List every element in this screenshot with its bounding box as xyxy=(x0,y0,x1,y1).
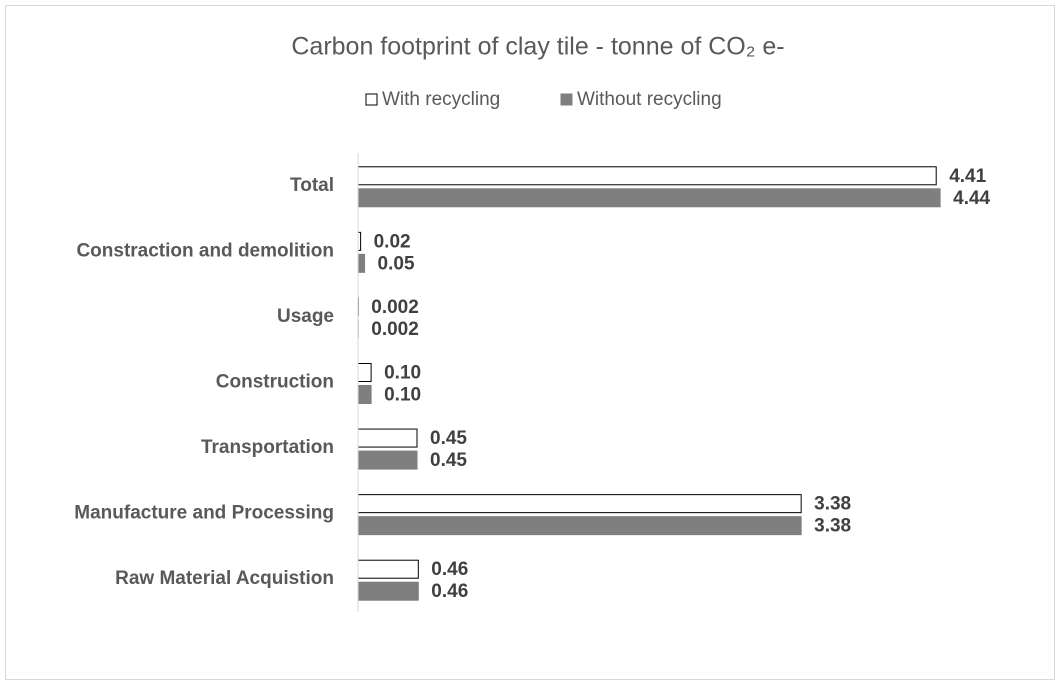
data-label: 0.45 xyxy=(430,450,467,471)
data-label: 0.002 xyxy=(371,297,419,318)
y-tick-label: Manufacture and Processing xyxy=(74,503,334,524)
bar xyxy=(358,364,371,382)
data-label: 0.46 xyxy=(431,559,468,580)
bar xyxy=(358,167,936,185)
bar xyxy=(358,386,371,404)
y-tick-label: Raw Material Acquistion xyxy=(115,568,334,589)
data-label: 0.05 xyxy=(378,253,415,274)
chart-title: Carbon footprint of clay tile - tonne of… xyxy=(291,33,784,61)
bar xyxy=(358,495,801,513)
legend-label: Without recycling xyxy=(577,89,722,110)
bar xyxy=(358,582,418,600)
bar xyxy=(358,254,365,272)
bar xyxy=(358,451,417,469)
y-tick-label: Total xyxy=(290,175,334,196)
data-label: 0.10 xyxy=(384,385,421,406)
data-label: 0.002 xyxy=(371,319,419,340)
bar xyxy=(358,189,940,207)
data-label: 4.41 xyxy=(949,166,986,187)
y-tick-label: Constraction and demolition xyxy=(76,240,334,261)
legend-swatch xyxy=(561,94,572,105)
data-label: 4.44 xyxy=(953,188,990,209)
legend-swatch xyxy=(366,94,377,105)
data-label: 3.38 xyxy=(814,516,851,537)
bar xyxy=(358,560,418,578)
data-label: 3.38 xyxy=(814,494,851,515)
legend-label: With recycling xyxy=(382,89,500,110)
bar xyxy=(358,517,801,535)
y-tick-label: Transportation xyxy=(201,437,334,458)
data-label: 0.45 xyxy=(430,428,467,449)
bar xyxy=(358,429,417,447)
y-tick-label: Usage xyxy=(277,306,334,327)
data-label: 0.02 xyxy=(374,231,411,252)
y-tick-label: Construction xyxy=(216,372,334,393)
data-label: 0.46 xyxy=(431,581,468,602)
data-label: 0.10 xyxy=(384,363,421,384)
